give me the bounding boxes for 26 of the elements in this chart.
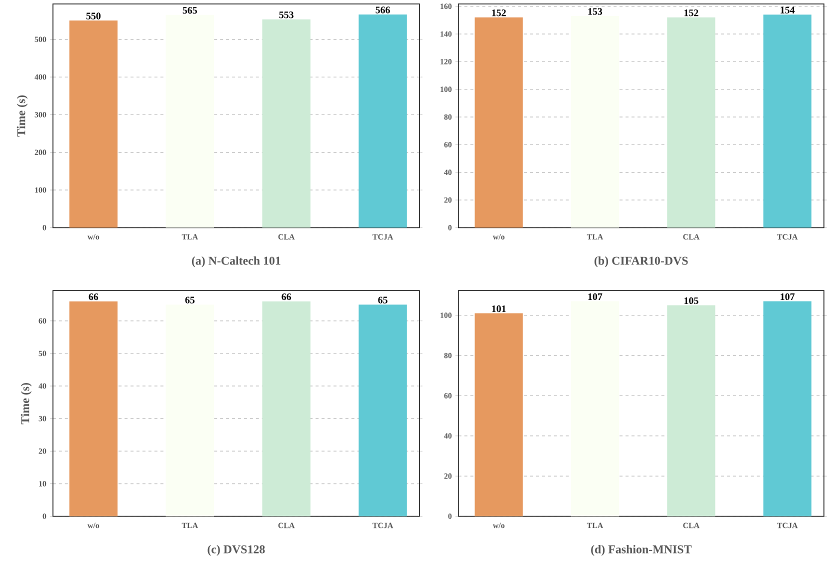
data-label: 66 bbox=[88, 293, 98, 300]
data-label: 152 bbox=[684, 9, 698, 16]
data-label: 65 bbox=[185, 296, 195, 304]
x-axis-title: (c) DVS128 bbox=[208, 544, 265, 556]
x-axis-title: (d) Fashion-MNIST bbox=[591, 544, 692, 556]
bar bbox=[570, 301, 620, 516]
data-label: 153 bbox=[588, 8, 602, 15]
data-label: 565 bbox=[182, 6, 198, 14]
data-label: 66 bbox=[282, 293, 292, 300]
data-label: 566 bbox=[376, 6, 390, 14]
x-axis-title: (b) CIFAR10-DVS bbox=[594, 256, 688, 268]
data-label: 105 bbox=[684, 297, 698, 304]
data-label: 107 bbox=[780, 293, 795, 300]
bar bbox=[667, 305, 716, 516]
data-label: 107 bbox=[588, 293, 602, 300]
data-label: 152 bbox=[492, 9, 506, 16]
bar bbox=[474, 313, 523, 516]
data-label: 154 bbox=[780, 6, 795, 14]
x-axis-title: (a) N-Caltech 101 bbox=[192, 256, 280, 268]
data-label: 550 bbox=[86, 12, 101, 20]
data-label: 101 bbox=[492, 305, 506, 312]
y-axis-title: Time (s) bbox=[16, 95, 28, 136]
data-label: 65 bbox=[378, 296, 388, 304]
data-label: 553 bbox=[279, 11, 294, 18]
bar bbox=[763, 301, 812, 516]
y-axis-title: Time (s) bbox=[20, 382, 32, 424]
